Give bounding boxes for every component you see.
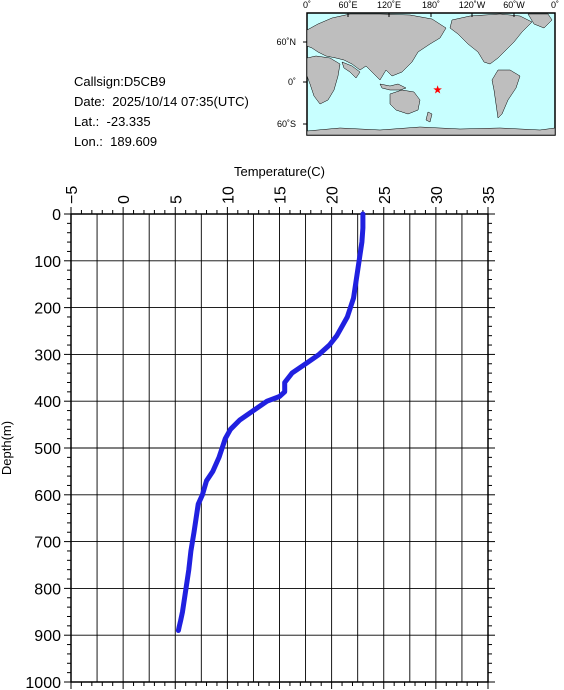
map-lon-tick-label: 0˚ (551, 0, 559, 10)
map-lon-tick-label: 60˚E (338, 0, 357, 10)
y-tick-label: 300 (34, 347, 61, 364)
x-tick-label: 0 (116, 195, 133, 204)
callsign-text: Callsign:D5CB9 (74, 74, 166, 89)
australia-landmass (389, 89, 421, 115)
cast-info: Callsign:D5CB9 Date: 2025/10/14 07:35(UT… (74, 72, 249, 152)
africa-landmass (306, 55, 341, 105)
south-america-landmass (491, 69, 521, 119)
map-land (306, 13, 556, 136)
y-tick-labels: 0 100 200 300 400 500 600 700 800 900 1000 (25, 207, 61, 690)
north-america-landmass (449, 13, 533, 65)
india-landmass (341, 61, 361, 79)
y-tick-label: 800 (34, 581, 61, 598)
map-lon-tick-label: 180˚ (422, 0, 440, 10)
y-tick-label: 400 (34, 394, 61, 411)
y-axis-title: Depth(m) (0, 421, 14, 475)
x-tick-label: 10 (220, 186, 237, 204)
y-tick-label: 500 (34, 441, 61, 458)
x-tick-label: 15 (273, 186, 290, 204)
chart-grid (70, 213, 489, 683)
antarctica-landmass (306, 126, 556, 136)
temperature-profile-line (175, 211, 366, 633)
x-tick-label: −5 (64, 186, 81, 204)
y-tick-label: 900 (34, 628, 61, 645)
map-lon-tick-label: 60˚W (503, 0, 525, 10)
y-tick-label: 600 (34, 488, 61, 505)
map-lat-tick-label: 0˚ (288, 77, 296, 87)
x-axis-title: Temperature(C) (234, 164, 325, 179)
greenland (527, 13, 553, 29)
map-longitude-ticks: 0˚ 60˚E 120˚E 180˚ 120˚W 60˚W 0˚ (303, 0, 559, 17)
indonesia-islands (379, 83, 407, 91)
date-text: Date: 2025/10/14 07:35(UTC) (74, 94, 249, 109)
y-tick-label: 700 (34, 535, 61, 552)
x-tick-label: 5 (168, 195, 185, 204)
latitude-text: Lat.: -23.335 (74, 114, 151, 129)
location-marker-icon (433, 85, 442, 94)
map-lon-tick-label: 120˚E (377, 0, 401, 10)
map-lat-tick-label: 60˚S (277, 119, 296, 129)
map-lon-tick-label: 0˚ (303, 0, 311, 10)
y-tick-label: 0 (52, 207, 61, 224)
x-tick-labels: −5 0 5 10 15 20 25 30 35 (64, 186, 498, 204)
x-tick-label: 35 (481, 186, 498, 204)
map-latitude-ticks: 60˚N 0˚ 60˚S (276, 37, 307, 129)
y-tick-label: 100 (34, 254, 61, 271)
longitude-text: Lon.: 189.609 (74, 134, 158, 149)
x-tick-label: 20 (325, 186, 342, 204)
plot-frame (70, 213, 489, 683)
new-zealand (425, 111, 433, 123)
y-tick-label: 1000 (25, 675, 61, 690)
eurasia-landmass (306, 13, 447, 81)
map-lon-tick-label: 120˚W (459, 0, 486, 10)
x-tick-label: 25 (377, 186, 394, 204)
map-lat-tick-label: 60˚N (276, 37, 296, 47)
x-tick-label: 30 (429, 186, 446, 204)
y-tick-label: 200 (34, 301, 61, 318)
